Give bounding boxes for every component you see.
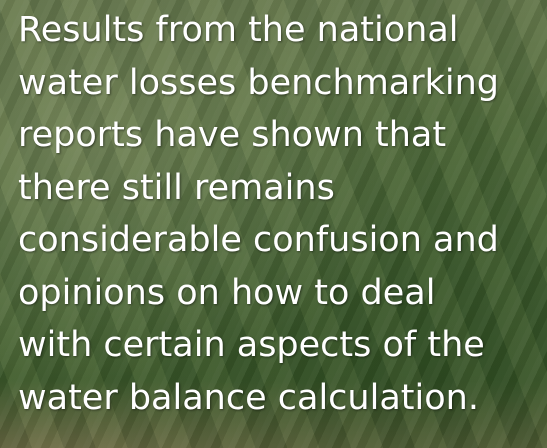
text-line: with certain aspects of the xyxy=(18,319,547,372)
text-line: considerable confusion and xyxy=(18,214,547,267)
text-line: there still remains xyxy=(18,162,547,215)
page: Results from the nationalwater losses be… xyxy=(0,0,547,448)
text-line: Results from the national xyxy=(18,4,547,57)
text-line: reports have shown that xyxy=(18,109,547,162)
text-line: water losses benchmarking xyxy=(18,57,547,110)
text-line: opinions on how to deal xyxy=(18,267,547,320)
text-line: water balance calculation. xyxy=(18,372,547,425)
slide: Results from the nationalwater losses be… xyxy=(0,0,547,448)
